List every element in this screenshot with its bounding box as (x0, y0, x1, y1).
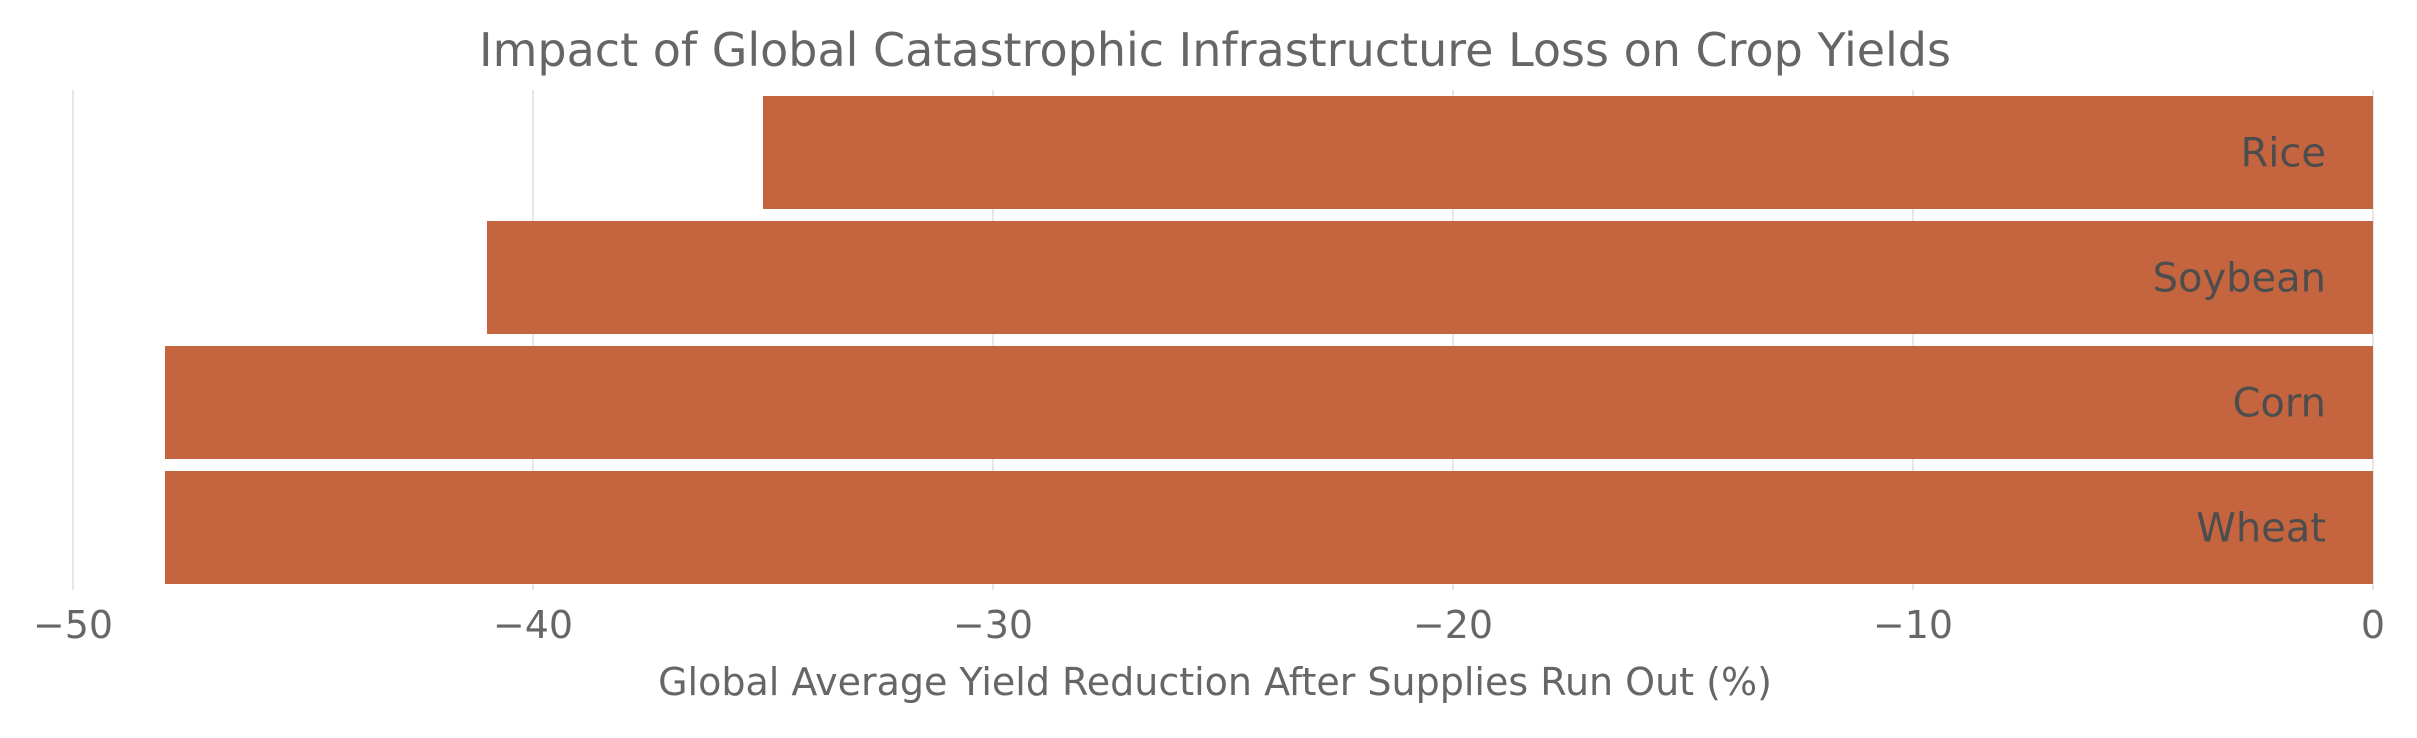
x-tick-label: −10 (1873, 603, 1953, 647)
x-axis-label: Global Average Yield Reduction After Sup… (658, 660, 1772, 704)
bars: Rice Soybean Corn Wheat (165, 96, 2373, 584)
bar-label-wheat: Wheat (2196, 506, 2326, 552)
x-tick-label: −50 (33, 603, 113, 647)
bar-rice (763, 96, 2373, 209)
x-tick-label: −40 (493, 603, 573, 647)
bar-wheat (165, 471, 2373, 584)
bar-corn (165, 346, 2373, 459)
bar-label-corn: Corn (2233, 381, 2327, 427)
x-tick-label: −30 (953, 603, 1033, 647)
bar-label-soybean: Soybean (2153, 256, 2326, 302)
x-tick-label: −20 (1413, 603, 1493, 647)
bar-label-rice: Rice (2240, 131, 2326, 177)
x-tick-label: 0 (2361, 603, 2385, 647)
chart-title: Impact of Global Catastrophic Infrastruc… (479, 23, 1951, 77)
x-tick-labels: −50 −40 −30 −20 −10 0 (33, 603, 2385, 647)
bar-soybean (487, 221, 2373, 334)
